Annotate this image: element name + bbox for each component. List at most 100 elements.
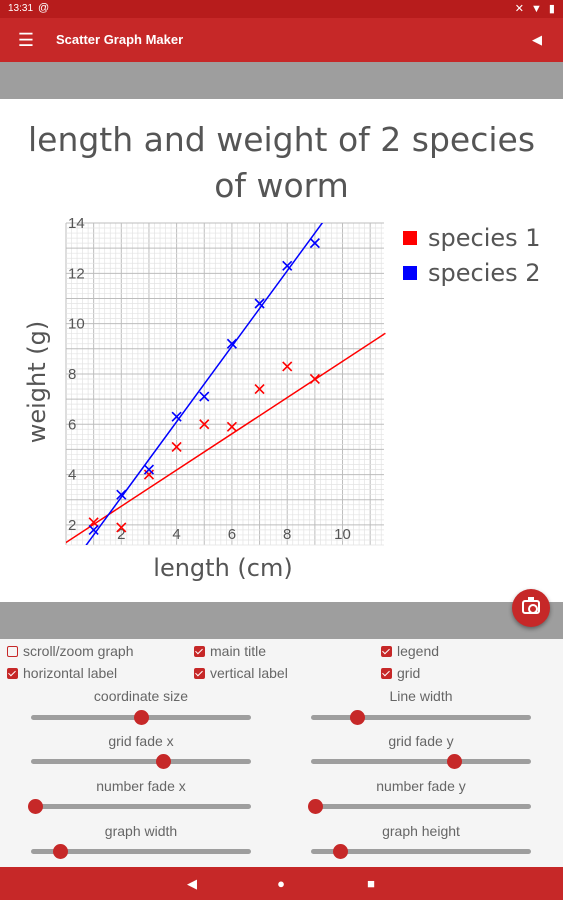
- slider-graph-width[interactable]: [31, 843, 251, 859]
- y-tick-label: 4: [68, 467, 76, 484]
- slider-label-coordinate-size: coordinate size: [93, 688, 189, 704]
- slider-track[interactable]: [311, 849, 531, 854]
- slider-label-line-width: Line width: [389, 688, 453, 704]
- status-time: 13:31: [8, 3, 34, 14]
- trendline-series-1-ext: [383, 332, 386, 335]
- slider-track[interactable]: [311, 759, 531, 764]
- at-sign-icon: @: [38, 2, 50, 14]
- chart-title-line1: length and weight of 2 species: [27, 120, 536, 159]
- x-tick-label: 10: [334, 526, 351, 543]
- data-point-series-2: [116, 489, 127, 500]
- data-point-series-2: [254, 298, 265, 309]
- checkbox-box[interactable]: [194, 668, 205, 679]
- data-point-series-1: [254, 383, 265, 395]
- x-tick-label: 8: [283, 526, 291, 543]
- slider-thumb[interactable]: [332, 844, 348, 859]
- data-point-series-2: [282, 260, 293, 271]
- nav-back-icon[interactable]: ◀: [187, 876, 197, 891]
- chart-area: length and weight of 2 species of worm 2…: [0, 99, 563, 602]
- slider-thumb[interactable]: [350, 710, 366, 725]
- checkbox-main-title[interactable]: main title: [194, 643, 266, 661]
- slider-label-graph-height: graph height: [382, 823, 460, 839]
- slider-grid-fade-y[interactable]: [311, 753, 531, 769]
- slider-track[interactable]: [31, 759, 251, 764]
- app-title: Scatter Graph Maker: [56, 32, 184, 47]
- slider-line-width[interactable]: [311, 709, 531, 725]
- slider-track[interactable]: [31, 804, 251, 809]
- slider-number-fade-y[interactable]: [308, 798, 531, 814]
- x-axis-label: length (cm): [153, 554, 292, 582]
- checkbox-horizontal-label[interactable]: horizontal label: [7, 665, 117, 683]
- slider-grid-fade-x[interactable]: [31, 753, 251, 769]
- checkbox-label: scroll/zoom graph: [23, 643, 134, 659]
- checkbox-box[interactable]: [7, 646, 18, 657]
- checkbox-box[interactable]: [381, 668, 392, 679]
- data-point-series-1: [282, 361, 293, 372]
- app-bar: ☰ Scatter Graph Maker ◀: [0, 18, 563, 62]
- scatter-plot[interactable]: 2 4 6 8 10 2 4 6 8 10 12 14 length (cm) weight (g) spe…: [0, 99, 563, 602]
- slider-coordinate-size[interactable]: [31, 709, 251, 725]
- x-tick-label: 4: [172, 526, 180, 543]
- top-grey-bar: [0, 62, 563, 99]
- slider-track[interactable]: [31, 849, 251, 854]
- data-point-series-1: [171, 441, 182, 452]
- slider-thumb[interactable]: [52, 844, 68, 859]
- checkbox-label: legend: [397, 643, 440, 659]
- y-tick-label: 6: [68, 416, 76, 433]
- data-point-series-2: [143, 464, 155, 475]
- chart-title-line2: of worm: [214, 166, 349, 205]
- data-point-series-2: [199, 391, 210, 402]
- nav-home-icon[interactable]: ●: [277, 876, 285, 891]
- data-point-series-2: [226, 338, 237, 349]
- camera-button[interactable]: [512, 589, 550, 627]
- slider-label-grid-fade-y: grid fade y: [388, 733, 454, 749]
- slider-label-grid-fade-x: grid fade x: [108, 733, 174, 749]
- y-axis-label: weight (g): [23, 321, 51, 444]
- slider-number-fade-x[interactable]: [28, 798, 251, 814]
- y-tick-label: 10: [68, 316, 85, 333]
- trendline-series-2: [85, 223, 324, 545]
- checkbox-label: main title: [210, 643, 267, 659]
- y-tick-label: 12: [68, 265, 85, 282]
- slider-label-number-fade-x: number fade x: [96, 778, 186, 794]
- camera-icon: [522, 597, 540, 614]
- checkbox-label: vertical label: [210, 665, 288, 681]
- legend-swatch-series-1: [403, 231, 417, 245]
- data-point-series-1: [309, 373, 320, 385]
- legend-label-series-2: species 2: [428, 259, 541, 287]
- data-point-series-1: [88, 517, 99, 528]
- checkbox-label: horizontal label: [23, 665, 118, 681]
- data-point-series-2: [309, 238, 320, 249]
- slider-thumb[interactable]: [134, 710, 149, 725]
- status-bar: 13:31 @ ✕ ▼ ▮: [0, 0, 563, 18]
- slider-thumb[interactable]: [156, 754, 171, 769]
- slider-label-graph-width: graph width: [104, 823, 178, 839]
- legend-swatch-series-2: [403, 266, 417, 280]
- hamburger-icon[interactable]: ☰: [17, 30, 35, 50]
- slider-label-number-fade-y: number fade y: [376, 778, 466, 794]
- data-point-series-1: [226, 421, 237, 432]
- nav-recents-icon[interactable]: ■: [367, 876, 375, 891]
- y-tick-label: 8: [68, 366, 76, 383]
- y-tick-label: 2: [68, 517, 76, 534]
- checkbox-label: grid: [397, 665, 421, 681]
- checkbox-box[interactable]: [7, 668, 18, 679]
- slider-graph-height[interactable]: [311, 843, 531, 859]
- checkbox-legend[interactable]: legend: [381, 643, 439, 661]
- checkbox-vertical-label[interactable]: vertical label: [194, 665, 288, 683]
- slider-thumb[interactable]: [308, 799, 324, 814]
- slider-track[interactable]: [311, 804, 531, 809]
- slider-track[interactable]: [311, 715, 531, 720]
- checkbox-scroll-zoom[interactable]: scroll/zoom graph: [7, 643, 134, 661]
- legend-label-series-1: species 1: [428, 224, 541, 252]
- x-tick-label: 6: [228, 526, 236, 543]
- settings-panel: scroll/zoom graph main title legend hori…: [0, 639, 563, 867]
- checkbox-box[interactable]: [194, 646, 205, 657]
- back-triangle-icon[interactable]: ◀: [532, 32, 542, 47]
- data-point-series-1: [116, 522, 127, 533]
- slider-thumb[interactable]: [447, 754, 462, 769]
- slider-thumb[interactable]: [28, 799, 44, 814]
- checkbox-box[interactable]: [381, 646, 392, 657]
- checkbox-grid[interactable]: grid: [381, 665, 420, 683]
